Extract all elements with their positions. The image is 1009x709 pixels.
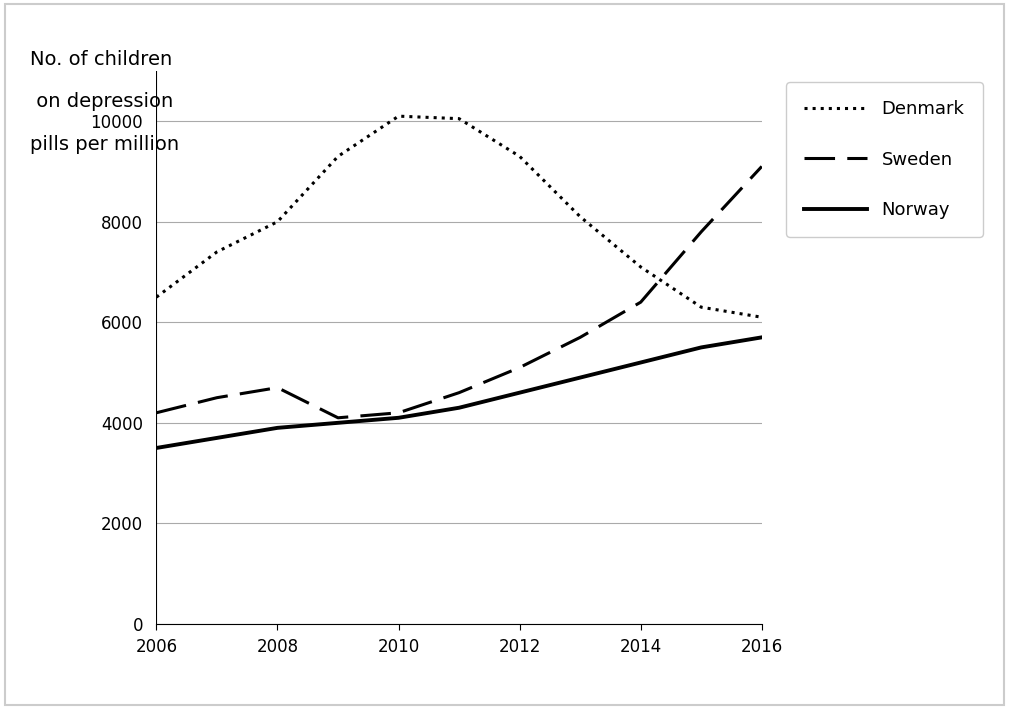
Denmark [453,114,465,123]
Norway [150,444,162,452]
Norway [271,423,284,432]
Text: No. of children: No. of children [30,50,173,69]
Sweden [332,413,344,422]
Sweden [271,384,284,392]
Sweden [393,408,405,417]
Norway [695,343,707,352]
Sweden [574,333,586,342]
Denmark [332,152,344,161]
Denmark [393,112,405,121]
Denmark [514,152,526,161]
Line: Sweden: Sweden [156,167,762,418]
Norway [332,418,344,427]
Norway [453,403,465,412]
Sweden [514,363,526,372]
Sweden [635,298,647,306]
Norway [211,434,223,442]
Denmark [271,218,284,226]
Sweden [756,162,768,171]
Sweden [453,389,465,397]
Line: Norway: Norway [156,337,762,448]
Norway [574,374,586,382]
Legend: Denmark, Sweden, Norway: Denmark, Sweden, Norway [786,82,983,237]
Text: pills per million: pills per million [30,135,180,154]
Line: Denmark: Denmark [156,116,762,317]
Sweden [150,408,162,417]
Denmark [756,313,768,321]
Denmark [211,247,223,256]
Denmark [695,303,707,311]
Norway [514,389,526,397]
Sweden [211,393,223,402]
Norway [756,333,768,342]
Denmark [150,293,162,301]
Denmark [574,213,586,221]
Denmark [635,263,647,272]
Norway [635,358,647,367]
Sweden [695,228,707,236]
Norway [393,413,405,422]
Text: on depression: on depression [30,92,174,111]
